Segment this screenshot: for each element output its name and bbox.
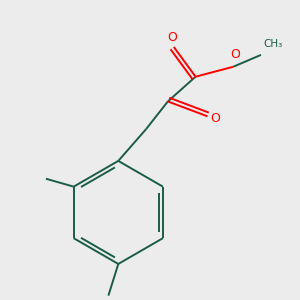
Text: O: O: [210, 112, 220, 125]
Text: CH₃: CH₃: [263, 39, 282, 49]
Text: O: O: [230, 48, 240, 61]
Text: O: O: [167, 31, 177, 44]
